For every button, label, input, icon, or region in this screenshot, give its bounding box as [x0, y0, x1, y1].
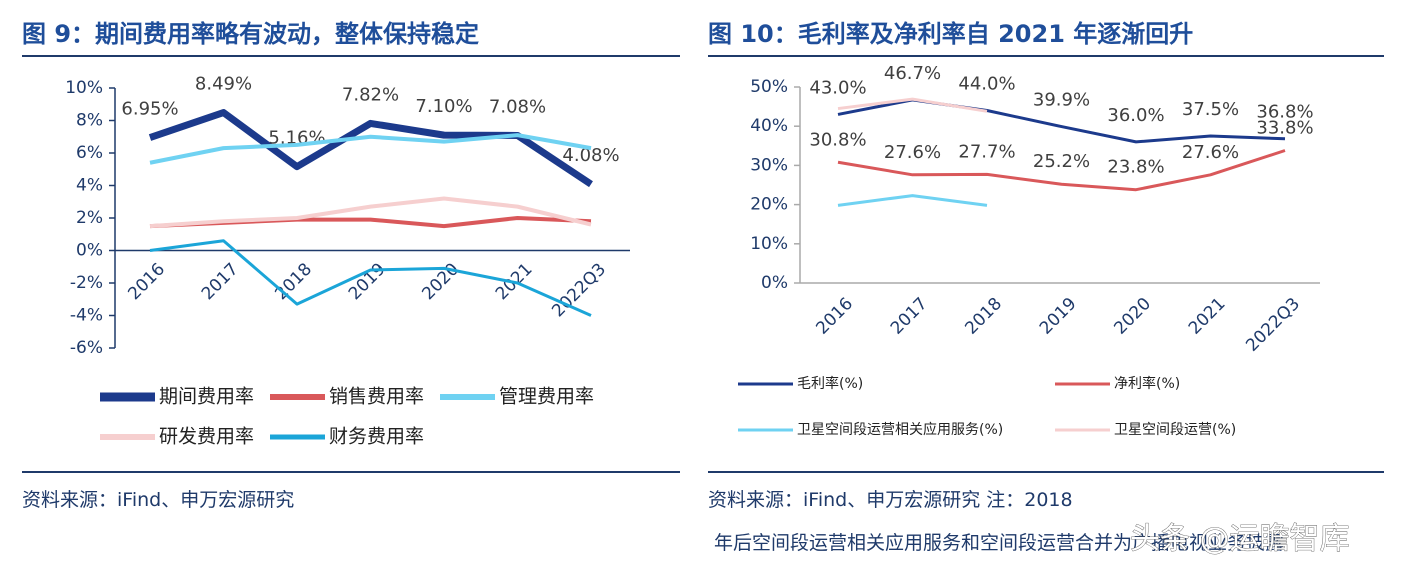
y-tick-label: -2%	[70, 273, 103, 293]
data-label: 30.8%	[809, 129, 866, 150]
data-label: 8.49%	[195, 74, 252, 95]
watermark: 头条 @运瞻智库	[1130, 522, 1350, 557]
x-tick-label: 2018	[961, 294, 1006, 339]
series-line	[149, 196, 592, 229]
data-label: 23.8%	[1107, 157, 1164, 178]
data-label: 33.8%	[1256, 118, 1313, 139]
series-line	[837, 149, 1286, 192]
y-tick-label: 2%	[76, 208, 103, 228]
legend-label: 毛利率(%)	[797, 375, 863, 392]
data-label: 6.95%	[121, 99, 178, 120]
x-tick-label: 2021	[1185, 294, 1230, 339]
data-label: 43.0%	[809, 77, 866, 98]
source-line: 资料来源：iFind、申万宏源研究 注：2018	[708, 489, 1073, 511]
source-note: 资料来源：iFind、申万宏源研究	[22, 489, 294, 511]
data-label: 46.7%	[884, 63, 941, 84]
y-tick-label: -4%	[70, 306, 103, 326]
series-line	[837, 97, 988, 113]
chart-title: 图 10：毛利率及净利率自 2021 年逐渐回升	[708, 20, 1193, 48]
y-tick-label: 4%	[76, 176, 103, 196]
legend-label: 管理费用率	[499, 386, 594, 408]
source-note: 资料来源：iFind、申万宏源研究 注：2018 年后空间段运营相关应用服务和空…	[708, 489, 1284, 554]
data-label: 27.7%	[958, 141, 1015, 162]
legend-label: 卫星空间段运营(%)	[1114, 422, 1236, 438]
data-label: 4.08%	[562, 145, 619, 166]
x-tick-label: 2020	[418, 259, 463, 304]
x-tick-label: 2019	[345, 259, 390, 304]
legend-label: 期间费用率	[159, 386, 254, 408]
legend-label: 财务费用率	[329, 426, 424, 448]
data-label: 7.82%	[342, 84, 399, 105]
series-line	[149, 239, 592, 317]
data-label: 25.2%	[1033, 151, 1090, 172]
y-tick-label: -6%	[70, 338, 103, 358]
data-label: 36.8%	[1256, 102, 1313, 123]
x-tick-label: 2019	[1036, 294, 1081, 339]
x-tick-label: 2016	[124, 259, 169, 304]
legend-label: 净利率(%)	[1114, 375, 1180, 392]
source-line: 资料来源：iFind、申万宏源研究	[22, 489, 294, 511]
legend-label: 卫星空间段运营相关应用服务(%)	[797, 421, 1003, 438]
source-line: 年后空间段运营相关应用服务和空间段运营合并为广播电视业务披露	[708, 532, 1284, 554]
y-tick-label: 10%	[65, 78, 103, 98]
x-tick-label: 2020	[1110, 294, 1155, 339]
data-label: 7.08%	[489, 96, 546, 117]
y-tick-label: 50%	[750, 77, 788, 97]
x-tick-label: 2016	[812, 294, 857, 339]
y-tick-label: 40%	[750, 116, 788, 136]
data-label: 39.9%	[1033, 90, 1090, 111]
y-tick-label: 6%	[76, 143, 103, 163]
data-label: 27.6%	[884, 142, 941, 163]
data-label: 7.10%	[415, 96, 472, 117]
x-tick-label: 2022Q3	[1242, 294, 1304, 356]
data-label: 37.5%	[1182, 99, 1239, 120]
legend-label: 研发费用率	[159, 426, 254, 448]
chart-title: 图 9：期间费用率略有波动，整体保持稳定	[22, 20, 479, 48]
data-label: 27.6%	[1182, 142, 1239, 163]
series-line	[149, 133, 592, 165]
y-tick-label: 8%	[76, 111, 103, 131]
y-tick-label: 0%	[76, 241, 103, 261]
series-line	[837, 194, 988, 207]
y-tick-label: 30%	[750, 155, 788, 175]
x-tick-label: 2017	[198, 259, 243, 304]
data-label: 36.0%	[1107, 105, 1164, 126]
x-tick-label: 2017	[887, 294, 932, 339]
y-tick-label: 10%	[750, 234, 788, 254]
x-tick-label: 2022Q3	[548, 259, 610, 321]
y-tick-label: 20%	[750, 195, 788, 215]
data-label: 44.0%	[958, 74, 1015, 95]
y-tick-label: 0%	[761, 273, 788, 293]
legend-label: 销售费用率	[329, 386, 424, 408]
